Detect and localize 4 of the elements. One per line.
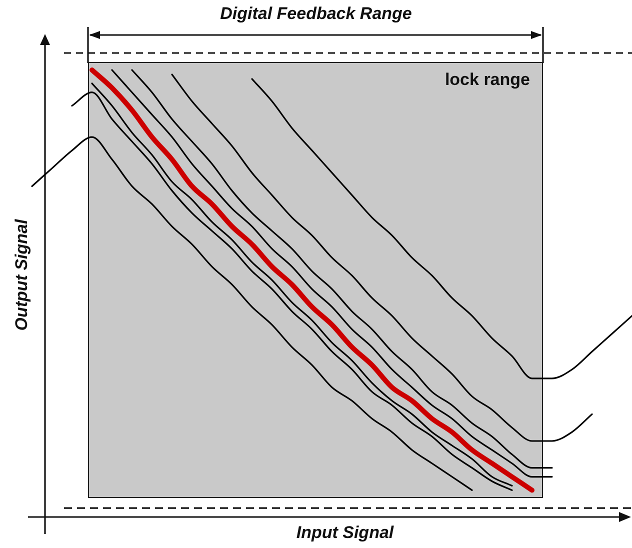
annotation: lock range: [444, 70, 530, 90]
y-axis-title: Output Signal: [12, 219, 32, 331]
text: Digital Feedback Range: [219, 4, 413, 24]
x-axis-title: Input Signal: [295, 523, 395, 543]
